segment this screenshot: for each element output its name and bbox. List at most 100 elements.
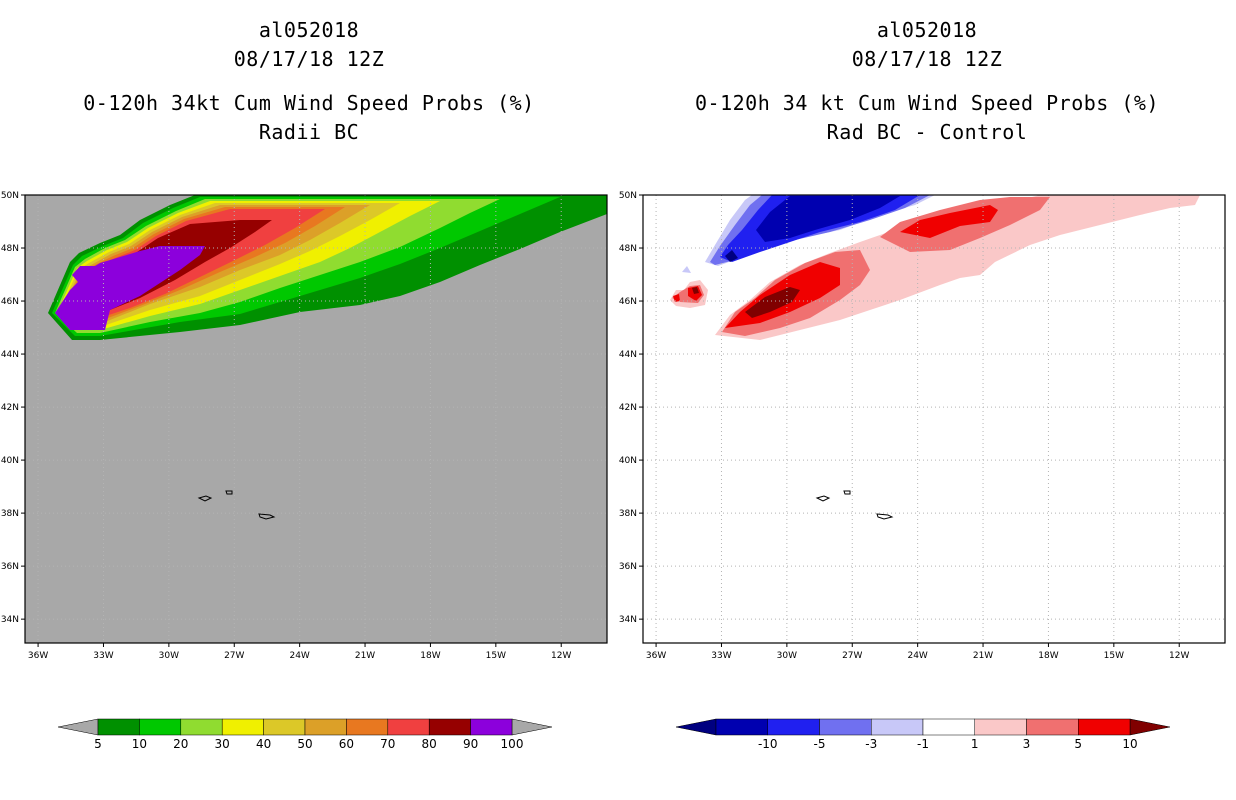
y-tick-label: 38N <box>1 509 19 519</box>
right-island-sao-miguel <box>876 513 894 520</box>
colorbar-swatch <box>922 718 975 736</box>
y-tick-label: 42N <box>1 403 19 413</box>
y-tick-label: 50N <box>619 191 637 201</box>
colorbar-label: 20 <box>173 737 188 751</box>
colorbar-label: -10 <box>758 737 778 751</box>
right-neg-extreme <box>725 250 738 262</box>
colorbar-swatch <box>1078 718 1131 736</box>
x-tick-label: 33W <box>711 651 731 661</box>
right-neg-band-10 <box>756 196 900 242</box>
colorbar-swatch <box>97 718 140 736</box>
right-island-graciosa <box>843 490 851 495</box>
x-tick-label: 15W <box>1104 651 1124 661</box>
colorbar-swatch <box>1026 718 1079 736</box>
colorbar-label: 40 <box>256 737 271 751</box>
colorbar-label: 100 <box>501 737 524 751</box>
left-island-faial <box>197 495 213 502</box>
right-grid <box>643 195 1225 643</box>
right-map-frame <box>642 194 1226 644</box>
y-tick-label: 36N <box>619 562 637 572</box>
colorbar-below-triangle <box>57 718 99 736</box>
x-tick-label: 18W <box>420 651 440 661</box>
colorbar-swatch <box>263 718 306 736</box>
x-tick-label: 36W <box>28 651 48 661</box>
y-tick-label: 40N <box>1 456 19 466</box>
right-title-line4: Rad BC - Control <box>826 120 1028 144</box>
colorbar-label: -3 <box>865 737 877 751</box>
colorbar-swatch <box>428 718 471 736</box>
colorbar-swatch <box>180 718 223 736</box>
colorbar-label: -5 <box>814 737 826 751</box>
left-islands <box>197 490 276 520</box>
x-tick-label: 21W <box>973 651 993 661</box>
left-island-graciosa <box>225 490 233 495</box>
x-tick-label: 30W <box>159 651 179 661</box>
left-band-90 <box>55 246 205 330</box>
right-islands <box>815 490 894 520</box>
colorbar-swatch <box>767 718 820 736</box>
left-map-frame <box>24 194 608 644</box>
colorbar-label: 70 <box>380 737 395 751</box>
y-tick-label: 36N <box>1 562 19 572</box>
colorbar-label: 30 <box>215 737 230 751</box>
colorbar-label: 10 <box>1122 737 1137 751</box>
left-title-line1: al052018 <box>258 18 360 42</box>
right-difference-field <box>670 195 1200 340</box>
y-tick-label: 40N <box>619 456 637 466</box>
colorbar-label: 60 <box>339 737 354 751</box>
left-island-sao-miguel <box>258 513 276 520</box>
colorbar-label: -1 <box>917 737 929 751</box>
colorbar-above-triangle <box>511 718 553 736</box>
right-pos-small-10 <box>692 287 699 294</box>
x-tick-label: 12W <box>551 651 571 661</box>
y-tick-label: 48N <box>1 244 19 254</box>
x-tick-label: 15W <box>486 651 506 661</box>
left-map: 36W 33W 30W 27W 24W 21W 18W 15W 12W 50N 48N 46N 44N 4… <box>1 191 608 661</box>
right-pos-extreme <box>745 287 800 318</box>
y-tick-label: 42N <box>619 403 637 413</box>
left-colorbar: 5 10 20 30 40 50 60 70 80 90 100 <box>57 718 553 751</box>
colorbar-above-triangle <box>1129 718 1171 736</box>
colorbar-label: 10 <box>132 737 147 751</box>
y-tick-label: 50N <box>1 191 19 201</box>
left-title-line4: Radii BC <box>258 120 360 144</box>
colorbar-swatch <box>819 718 872 736</box>
colorbar-swatch <box>387 718 430 736</box>
right-island-faial <box>815 495 831 502</box>
y-tick-label: 34N <box>619 615 637 625</box>
colorbar-below-triangle <box>675 718 717 736</box>
x-tick-label: 27W <box>842 651 862 661</box>
y-tick-label: 44N <box>619 350 637 360</box>
x-tick-label: 12W <box>1169 651 1189 661</box>
right-neg-small <box>682 266 691 273</box>
colorbar-swatch <box>346 718 389 736</box>
colorbar-label: 90 <box>463 737 478 751</box>
x-tick-label: 21W <box>355 651 375 661</box>
right-title-line3: 0-120h 34 kt Cum Wind Speed Probs (%) <box>694 91 1160 115</box>
left-title-line3: 0-120h 34kt Cum Wind Speed Probs (%) <box>83 91 535 115</box>
x-tick-label: 18W <box>1038 651 1058 661</box>
right-pos-small-6 <box>673 294 680 302</box>
y-tick-label: 44N <box>1 350 19 360</box>
right-colorbar: -10 -5 -3 -1 1 3 5 10 <box>675 718 1171 751</box>
x-tick-label: 30W <box>777 651 797 661</box>
colorbar-label: 3 <box>1023 737 1031 751</box>
right-pos-band-1 <box>715 195 1200 340</box>
y-tick-label: 34N <box>1 615 19 625</box>
left-axis-ticks: 36W 33W 30W 27W 24W 21W 18W 15W 12W 50N 48N 46N 44N 4… <box>1 191 572 661</box>
colorbar-swatch <box>974 718 1027 736</box>
colorbar-label: 5 <box>94 737 102 751</box>
colorbar-label: 1 <box>971 737 979 751</box>
colorbar-swatch <box>470 718 513 736</box>
y-tick-label: 48N <box>619 244 637 254</box>
x-tick-label: 36W <box>646 651 666 661</box>
right-map: 36W 33W 30W 27W 24W 21W 18W 15W 12W 50N 48N 46N 44N 4… <box>619 191 1226 661</box>
left-title-line2: 08/17/18 12Z <box>233 47 385 71</box>
right-pos-band-5b <box>900 205 998 238</box>
colorbar-swatch <box>871 718 924 736</box>
y-tick-label: 38N <box>619 509 637 519</box>
colorbar-swatch <box>221 718 264 736</box>
x-tick-label: 24W <box>289 651 309 661</box>
left-probability-field <box>48 195 607 340</box>
